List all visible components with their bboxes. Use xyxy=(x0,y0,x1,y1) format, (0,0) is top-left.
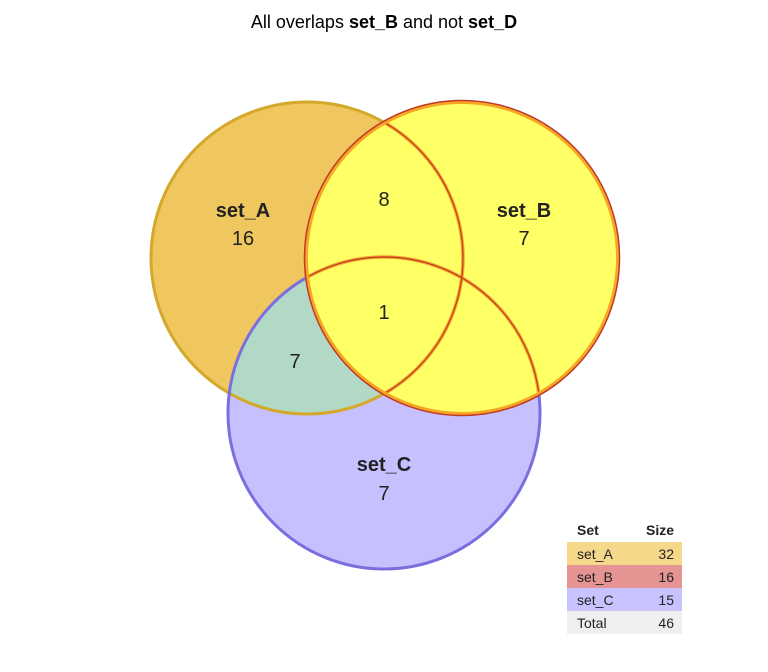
legend-row-set: set_A xyxy=(577,545,613,562)
legend-row: set_B 16 xyxy=(567,565,682,588)
title-set-excluded: set_D xyxy=(468,12,518,32)
legend-row-set: Total xyxy=(577,614,607,631)
set-c-only-count: 7 xyxy=(378,483,389,505)
title-middle: and not xyxy=(397,12,469,32)
legend-row: set_A 32 xyxy=(567,542,682,565)
set-a-only-count: 16 xyxy=(232,228,254,250)
legend-row-set: set_B xyxy=(577,568,613,585)
legend-row: Total 46 xyxy=(567,611,682,634)
legend-row-size: 32 xyxy=(658,545,674,562)
set-a-label: set_A xyxy=(216,200,270,222)
b-region-border-a-inner xyxy=(306,102,464,414)
legend-header-row: Set Size xyxy=(567,519,682,542)
chart-title: All overlaps set_B and not set_D xyxy=(0,12,768,33)
set-b-only-count: 7 xyxy=(518,228,529,250)
set-b-label: set_B xyxy=(497,200,551,222)
title-set-included: set_B xyxy=(348,12,398,32)
set-b-outline xyxy=(303,99,621,417)
overlap-a-b-count: 8 xyxy=(378,189,389,211)
title-prefix: All overlaps xyxy=(250,12,349,32)
overlap-a-c-count: 7 xyxy=(289,351,300,373)
legend-header-set: Set xyxy=(577,522,599,538)
overlap-a-b-c-count: 1 xyxy=(378,302,389,324)
legend-row-size: 16 xyxy=(658,568,674,585)
set-b-outline-outer xyxy=(304,100,620,416)
legend-table: Set Size set_A 32 set_B 16 set_C 15 Tota… xyxy=(567,519,682,634)
legend-row-size: 46 xyxy=(658,614,674,631)
legend-row-set: set_C xyxy=(577,591,614,608)
set-c-label: set_C xyxy=(357,454,411,476)
legend-header-size: Size xyxy=(645,522,674,538)
legend-row-size: 15 xyxy=(658,591,674,608)
legend-row: set_C 15 xyxy=(567,588,682,611)
